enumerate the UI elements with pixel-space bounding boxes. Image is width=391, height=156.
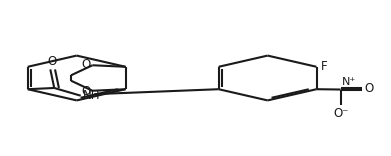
Text: O⁻: O⁻ (333, 107, 348, 120)
Text: N⁺: N⁺ (341, 77, 356, 87)
Text: F: F (321, 60, 328, 73)
Text: O: O (48, 55, 57, 68)
Text: O: O (82, 85, 91, 98)
Text: O: O (82, 58, 91, 71)
Text: O: O (364, 82, 373, 95)
Text: NH: NH (83, 89, 100, 102)
